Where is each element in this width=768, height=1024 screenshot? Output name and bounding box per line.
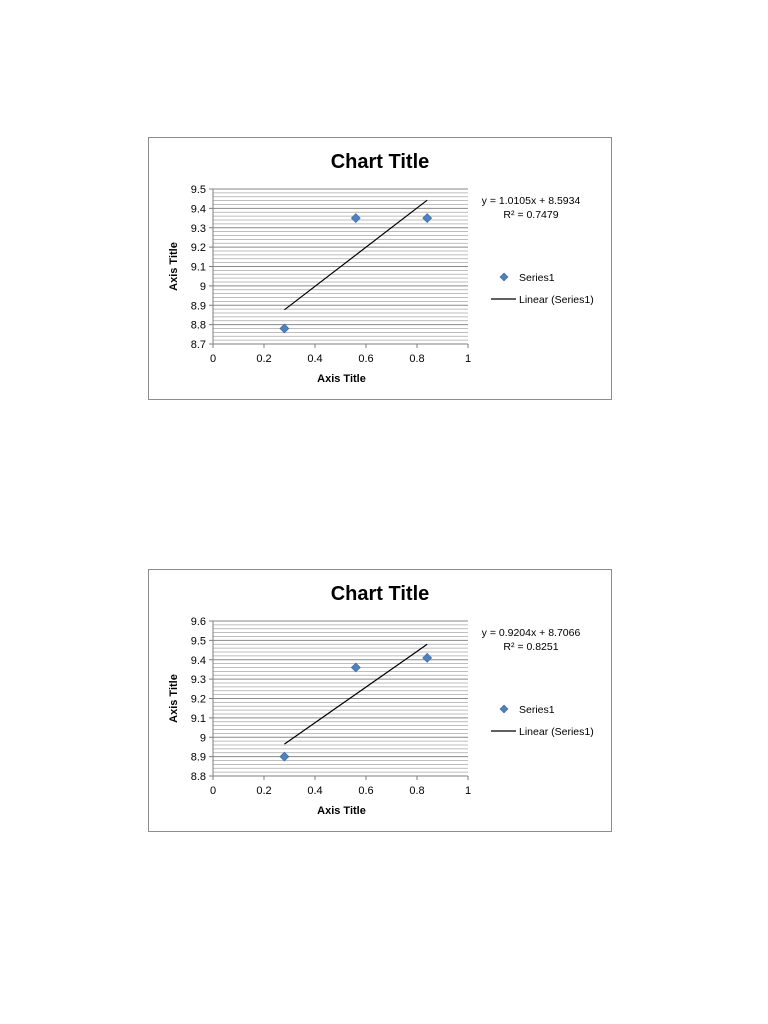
- y-tick-label: 8.8: [191, 771, 206, 783]
- x-tick-label: 0.2: [256, 353, 271, 365]
- trendline-equation: y = 0.9204x + 8.7066: [482, 627, 581, 639]
- chart-title: Chart Title: [331, 583, 430, 605]
- x-tick-label: 1: [465, 353, 471, 365]
- x-tick-label: 0.4: [307, 353, 322, 365]
- x-tick-label: 0.2: [256, 785, 271, 797]
- data-point: [279, 323, 290, 334]
- x-tick-label: 0.6: [358, 785, 373, 797]
- legend-marker-series1: [499, 272, 509, 282]
- data-point: [350, 662, 361, 673]
- x-tick-label: 0.8: [409, 785, 424, 797]
- y-tick-label: 9.4: [191, 203, 206, 215]
- x-tick-label: 0.8: [409, 353, 424, 365]
- y-tick-label: 8.9: [191, 752, 206, 764]
- trendline-r2: R² = 0.8251: [503, 641, 558, 653]
- y-tick-label: 8.8: [191, 320, 206, 332]
- y-tick-label: 9.5: [191, 184, 206, 196]
- data-point: [350, 213, 361, 223]
- x-tick-label: 0.6: [358, 353, 373, 365]
- trendline-equation: y = 1.0105x + 8.5934: [482, 195, 581, 207]
- legend-label-trendline: Linear (Series1): [519, 726, 594, 738]
- y-tick-label: 9.2: [191, 242, 206, 254]
- y-tick-label: 9.1: [191, 713, 206, 725]
- y-tick-label: 9: [200, 732, 206, 744]
- chart-1-svg: Chart Title 8.7 8.8 8.9 9 9.1 9.2 9.3 9.4 9.5 0 0.2…: [168, 151, 594, 385]
- legend-label-series1: Series1: [519, 272, 555, 284]
- y-tick-label: 8.7: [191, 339, 206, 351]
- y-tick-label: 9.1: [191, 262, 206, 274]
- trendline-r2: R² = 0.7479: [503, 209, 558, 221]
- data-point: [279, 751, 290, 762]
- y-tick-label: 9: [200, 281, 206, 293]
- y-tick-label: 9.5: [191, 635, 206, 647]
- data-point: [422, 652, 433, 663]
- chart-2-svg: Chart Title 8.8 8.9 9 9.1 9.2 9.3 9.4 9.5 9.6 0 0.2…: [168, 583, 594, 817]
- y-tick-label: 9.2: [191, 694, 206, 706]
- y-axis-title: Axis Title: [168, 242, 180, 291]
- y-tick-label: 9.4: [191, 655, 206, 667]
- y-tick-label: 9.6: [191, 616, 206, 628]
- x-axis-title: Axis Title: [317, 805, 366, 817]
- y-tick-label: 9.3: [191, 674, 206, 686]
- trendline: [284, 643, 428, 745]
- x-tick-label: 1: [465, 785, 471, 797]
- x-tick-label: 0.4: [307, 785, 322, 797]
- legend-marker-series1: [499, 704, 509, 714]
- chart-title: Chart Title: [331, 151, 430, 173]
- x-tick-label: 0: [210, 353, 216, 365]
- x-axis-title: Axis Title: [317, 373, 366, 385]
- legend-label-series1: Series1: [519, 704, 555, 716]
- legend-label-trendline: Linear (Series1): [519, 294, 594, 306]
- chart-2: Chart Title 8.8 8.9 9 9.1 9.2 9.3 9.4 9.5 9.6 0 0.2…: [148, 569, 612, 832]
- trendline: [284, 199, 428, 311]
- y-tick-label: 8.9: [191, 300, 206, 312]
- chart-1: Chart Title 8.7 8.8 8.9 9 9.1 9.2 9.3 9.4 9.5 0 0.2…: [148, 137, 612, 400]
- data-point: [422, 213, 433, 223]
- x-tick-label: 0: [210, 785, 216, 797]
- y-tick-label: 9.3: [191, 223, 206, 235]
- y-axis-title: Axis Title: [168, 674, 180, 723]
